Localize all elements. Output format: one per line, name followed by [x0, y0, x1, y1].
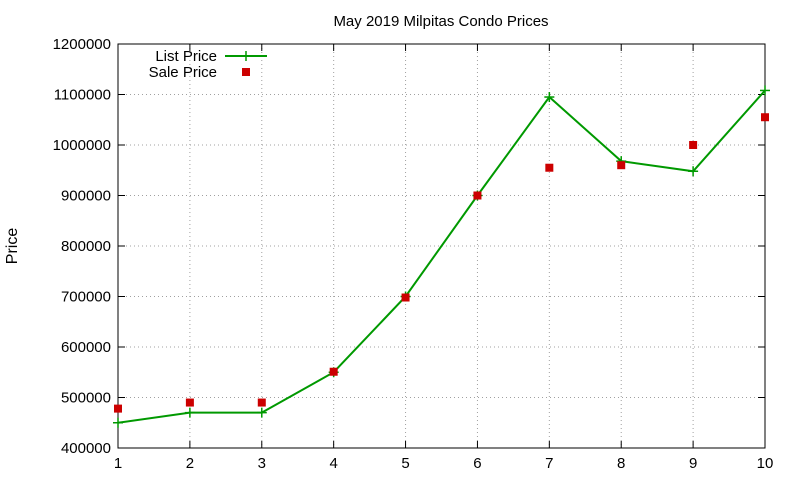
y-tick-label: 700000 [61, 289, 111, 306]
x-tick-label: 7 [545, 455, 553, 472]
list-price-point [544, 92, 555, 103]
sale-price-point [617, 161, 626, 170]
x-tick-label: 8 [617, 455, 625, 472]
y-axis-label: Price [4, 228, 21, 265]
x-tick-label: 10 [757, 455, 774, 472]
x-tick-label: 1 [114, 455, 122, 472]
y-tick-label: 400000 [61, 440, 111, 457]
x-tick-label: 9 [689, 455, 697, 472]
list-price-point [688, 166, 699, 177]
list-price-line [117, 89, 766, 424]
list-price-point [113, 417, 123, 428]
y-tick-label: 600000 [61, 339, 111, 356]
sale-price-point [329, 367, 338, 376]
y-tick-label: 1100000 [54, 87, 111, 104]
sale-price-point [689, 141, 698, 149]
x-tick-label: 5 [401, 455, 409, 472]
x-tick-label: 3 [258, 455, 266, 472]
sale-price-point [545, 163, 554, 172]
y-tick-label: 1200000 [53, 36, 111, 53]
sale-price-point [114, 404, 122, 413]
sale-price-point [473, 191, 482, 200]
list-price-point [184, 407, 195, 418]
sale-price-point [401, 293, 410, 302]
grid [118, 44, 765, 448]
sale-price-point [761, 113, 769, 122]
sale-price-point [185, 398, 194, 407]
axis-ticks: 1 2 3 4 5 6 7 8 9 10 400000 500000 600000 700000 80000… [53, 36, 774, 472]
legend-swatch-sale-price [242, 68, 250, 76]
legend-label-sale-price: Sale Price [149, 64, 217, 81]
y-tick-label: 800000 [61, 238, 111, 255]
chart-title: May 2019 Milpitas Condo Prices [333, 13, 548, 30]
x-tick-label: 6 [473, 455, 481, 472]
y-tick-label: 500000 [61, 390, 111, 407]
x-tick-label: 2 [186, 455, 194, 472]
legend-label-list-price: List Price [155, 48, 217, 65]
x-tick-label: 4 [329, 455, 337, 472]
y-tick-label: 900000 [61, 188, 111, 205]
list-price-point [256, 407, 267, 418]
sale-price-point [257, 398, 266, 407]
series [113, 85, 770, 428]
y-tick-label: 1000000 [53, 137, 111, 154]
list-price-point [760, 85, 770, 96]
legend-marker-list-price [241, 51, 251, 61]
